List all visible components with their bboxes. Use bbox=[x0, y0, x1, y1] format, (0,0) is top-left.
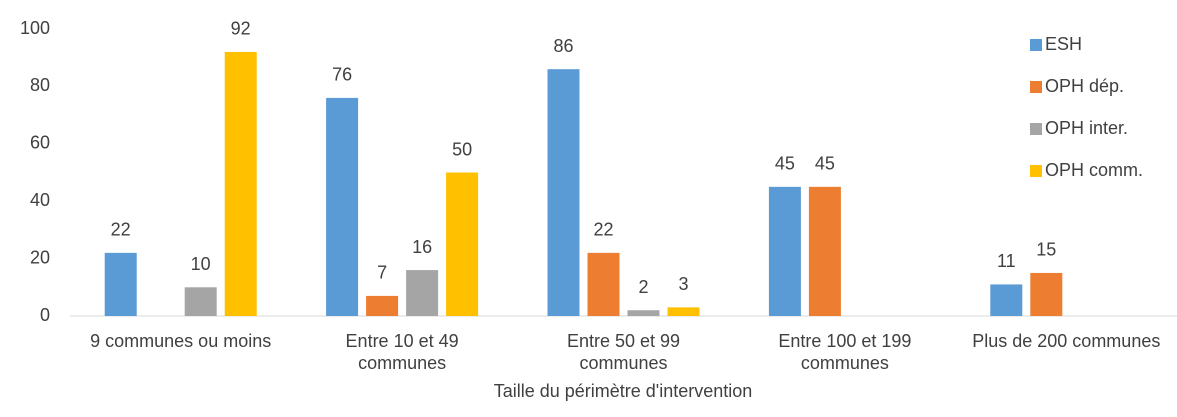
value-label: 11 bbox=[997, 251, 1016, 271]
value-label: 92 bbox=[231, 19, 251, 39]
legend-swatch bbox=[1030, 81, 1042, 93]
y-tick-label: 100 bbox=[20, 18, 50, 38]
x-axis-title: Taille du périmètre d'intervention bbox=[494, 381, 753, 401]
bar bbox=[808, 186, 841, 316]
value-label: 3 bbox=[678, 274, 688, 294]
bar bbox=[446, 172, 479, 316]
legend-label: OPH comm. bbox=[1045, 160, 1143, 180]
value-label: 2 bbox=[638, 277, 648, 297]
legend-swatch bbox=[1030, 39, 1042, 51]
bar bbox=[406, 270, 439, 316]
bar bbox=[326, 97, 359, 316]
value-label: 22 bbox=[593, 220, 613, 240]
bar bbox=[224, 51, 257, 317]
x-tick-label: Entre 50 et 99 communes bbox=[566, 331, 681, 373]
value-label: 76 bbox=[332, 65, 352, 85]
x-tick-label: 9 communes ou moins bbox=[90, 331, 272, 351]
value-label: 15 bbox=[1036, 240, 1056, 260]
value-label: 7 bbox=[377, 263, 387, 283]
x-tick-label: Entre 100 et 199 communes bbox=[778, 331, 912, 373]
bar bbox=[104, 252, 137, 316]
y-tick-label: 40 bbox=[30, 190, 50, 210]
value-label: 50 bbox=[452, 139, 472, 159]
value-label: 16 bbox=[412, 237, 432, 257]
legend-swatch bbox=[1030, 123, 1042, 135]
value-label: 22 bbox=[111, 220, 131, 240]
y-tick-label: 80 bbox=[30, 75, 50, 95]
bar bbox=[184, 287, 217, 316]
bar bbox=[587, 252, 620, 316]
value-label: 45 bbox=[775, 154, 795, 174]
value-label: 45 bbox=[815, 154, 835, 174]
y-tick-label: 0 bbox=[40, 305, 50, 325]
y-tick-label: 60 bbox=[30, 133, 50, 153]
value-label: 10 bbox=[191, 254, 211, 274]
bar bbox=[547, 69, 580, 317]
x-tick-label: Plus de 200 communes bbox=[972, 331, 1161, 351]
bar bbox=[768, 186, 801, 316]
bar bbox=[667, 307, 700, 316]
y-tick-label: 20 bbox=[30, 247, 50, 267]
legend-swatch bbox=[1030, 165, 1042, 177]
bar bbox=[1030, 272, 1063, 316]
bar bbox=[366, 295, 399, 316]
bar bbox=[990, 284, 1023, 316]
value-label: 86 bbox=[553, 36, 573, 56]
legend-label: ESH bbox=[1045, 34, 1082, 54]
legend-label: OPH dép. bbox=[1045, 76, 1124, 96]
x-tick-label: Entre 10 et 49 communes bbox=[345, 331, 459, 373]
bar bbox=[627, 310, 660, 316]
legend-label: OPH inter. bbox=[1045, 118, 1128, 138]
